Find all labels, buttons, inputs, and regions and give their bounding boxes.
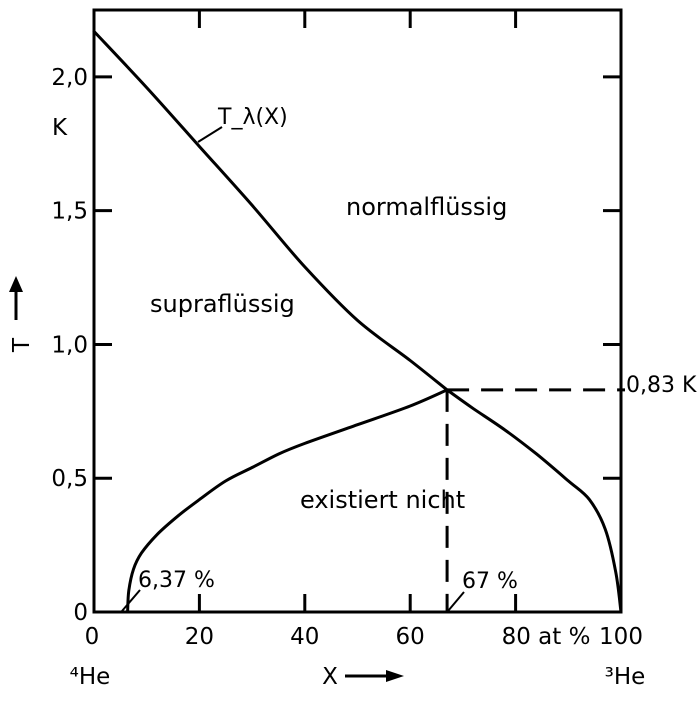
axis-ticks (94, 10, 621, 612)
ref-line-label: 0,83 K (626, 373, 697, 398)
series-line-3 (126, 388, 449, 614)
y-tick-label: 1,5 (51, 199, 88, 225)
annotation-leader-2 (447, 591, 465, 612)
annotation-2: 67 % (462, 569, 518, 594)
series-line-2 (445, 388, 623, 614)
region-label-super: supraflüssig (150, 290, 295, 318)
y-tick-labels: 0 0,5 1,0 1,5 2,0 (51, 65, 88, 626)
y-axis-label: T (9, 337, 35, 353)
plot-frame (92, 8, 623, 614)
x-right-end-label: ³He (605, 664, 646, 690)
x-tick-label: 0 (85, 624, 100, 650)
annotation-leader-1 (121, 589, 141, 612)
y-tick-label: 0 (73, 600, 88, 626)
y-tick-label: 1,0 (51, 332, 88, 358)
x-tick-label: 100 (599, 624, 643, 650)
y-axis-arrow-head (9, 276, 23, 292)
region-label-normal: normalflüssig (346, 193, 507, 221)
x-tick-label: 80 at % (502, 624, 591, 650)
series-layer (92, 29, 623, 614)
series-label-leader (197, 126, 223, 143)
y-unit-label: K (52, 115, 68, 141)
y-tick-label: 2,0 (51, 65, 88, 91)
x-left-end-label: ⁴He (70, 664, 111, 690)
region-label-nonexistent: existiert nicht (300, 486, 465, 514)
x-tick-label: 20 (185, 624, 214, 650)
y-tick-label: 0,5 (51, 466, 88, 492)
annotation-1: 6,37 % (138, 568, 215, 593)
x-axis-label: X (322, 664, 338, 690)
x-axis-arrow-head (386, 670, 404, 682)
reference-lines (445, 388, 625, 612)
series-label: T_λ(X) (217, 105, 288, 130)
x-tick-label: 40 (290, 624, 319, 650)
x-tick-labels: 0 20 40 60 80 at % 100 (85, 624, 643, 650)
x-tick-label: 60 (396, 624, 425, 650)
series-line-1 (92, 29, 449, 392)
